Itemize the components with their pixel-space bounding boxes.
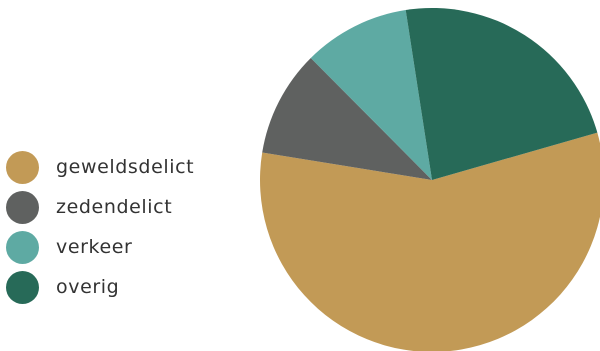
legend-label-verkeer: verkeer bbox=[56, 236, 133, 258]
legend-swatch-geweldsdelict bbox=[6, 150, 39, 184]
legend-swatch-zedendelict bbox=[6, 190, 39, 224]
legend-swatch-verkeer bbox=[6, 230, 39, 264]
legend-label-overig: overig bbox=[56, 276, 120, 298]
legend-item-overig: overig bbox=[6, 267, 194, 307]
legend-item-zedendelict: zedendelict bbox=[6, 187, 194, 227]
legend-item-geweldsdelict: geweldsdelict bbox=[6, 147, 194, 187]
pie-slice-geweldsdelict bbox=[260, 132, 600, 351]
legend-label-zedendelict: zedendelict bbox=[56, 196, 173, 218]
chart-legend: geweldsdelict zedendelict verkeer overig bbox=[6, 147, 194, 307]
pie-slice-verkeer bbox=[310, 10, 432, 180]
legend-label-geweldsdelict: geweldsdelict bbox=[56, 156, 195, 178]
legend-swatch-overig bbox=[6, 270, 39, 304]
pie-slice-overig bbox=[405, 7, 598, 180]
pie-slice-zedendelict bbox=[262, 57, 432, 181]
legend-item-verkeer: verkeer bbox=[6, 227, 194, 267]
